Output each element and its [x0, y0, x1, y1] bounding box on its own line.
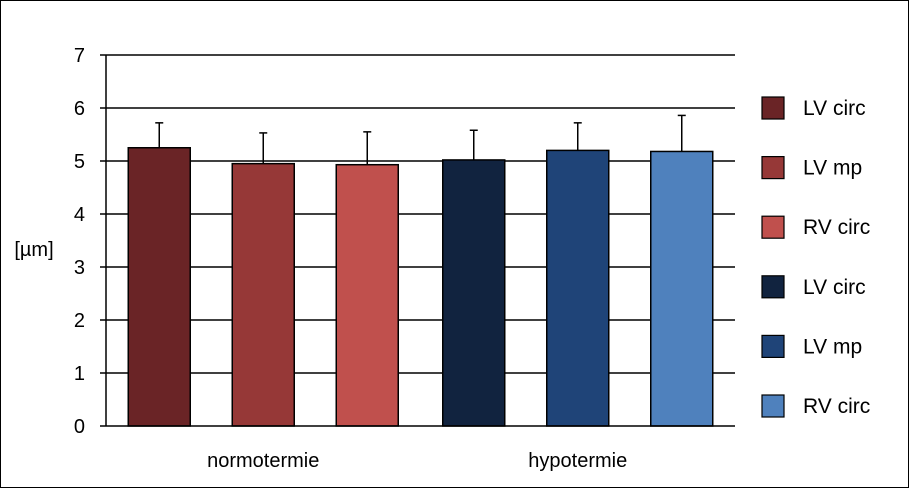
y-tick-label: 7 [74, 45, 85, 67]
y-tick-label: 2 [74, 310, 85, 332]
bar [650, 150, 714, 427]
legend-swatch [761, 215, 785, 239]
y-tick-label: 6 [74, 98, 85, 120]
y-tick-labels: 0 1 2 3 4 5 6 7 [74, 45, 85, 438]
axes [100, 54, 735, 427]
legend-label: RV circ [803, 216, 870, 239]
gridlines [106, 54, 735, 374]
legend-swatch [761, 275, 785, 299]
category-labels: normotermie hypotermie [207, 450, 627, 472]
bar [335, 163, 399, 427]
error-bars [155, 114, 686, 165]
y-tick-label: 5 [74, 151, 85, 173]
legend-label: LV mp [803, 157, 862, 180]
bar [442, 159, 506, 427]
category-label: normotermie [207, 450, 319, 472]
legend-swatch [761, 96, 785, 120]
legend-label: LV circ [803, 276, 866, 299]
legend-swatch [761, 334, 785, 358]
bar [546, 149, 610, 427]
bar [231, 162, 295, 427]
legend-label: LV circ [803, 97, 866, 120]
bar [127, 147, 191, 427]
category-label: hypotermie [528, 450, 627, 472]
legend-label: RV circ [803, 395, 870, 418]
legend-label: LV mp [803, 335, 862, 358]
y-axis-label: [µm] [14, 239, 53, 261]
y-tick-label: 1 [74, 363, 85, 385]
y-tick-label: 4 [74, 204, 85, 226]
legend: LV circ LV mp RV circ LV circ LV mp RV circ [761, 96, 870, 418]
bars [127, 147, 714, 427]
legend-swatch [761, 156, 785, 180]
y-tick-label: 0 [74, 416, 85, 438]
legend-swatch [761, 394, 785, 418]
y-tick-label: 3 [74, 257, 85, 279]
